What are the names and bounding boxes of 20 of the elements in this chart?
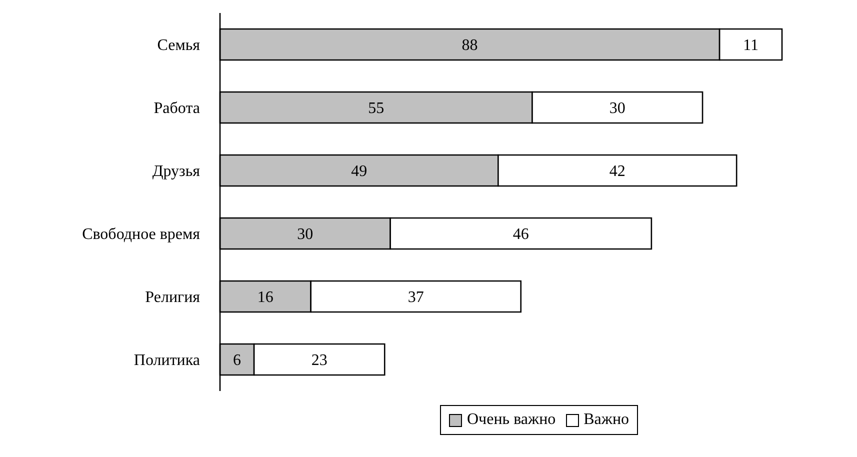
- data-label: 37: [408, 289, 424, 306]
- legend-label: Очень важно: [467, 411, 556, 429]
- data-label: 42: [609, 163, 626, 180]
- y-tick-label: Семья: [157, 37, 201, 54]
- data-label: 88: [462, 37, 478, 54]
- data-label: 49: [351, 163, 368, 180]
- data-label: 30: [297, 226, 314, 244]
- y-tick-label: Политика: [134, 352, 200, 370]
- data-label: 23: [311, 352, 328, 370]
- data-label: 11: [743, 37, 758, 54]
- data-label: 55: [368, 100, 384, 118]
- legend-label: Важно: [584, 411, 630, 429]
- y-tick-label: Друзья: [152, 163, 201, 180]
- data-label: 46: [512, 226, 529, 244]
- data-label: 16: [257, 289, 274, 306]
- data-label: 6: [233, 352, 242, 370]
- data-label: 30: [609, 100, 626, 118]
- y-tick-label: Работа: [154, 100, 200, 118]
- y-tick-label: Религия: [145, 289, 201, 306]
- y-tick-label: Свободное время: [82, 226, 201, 244]
